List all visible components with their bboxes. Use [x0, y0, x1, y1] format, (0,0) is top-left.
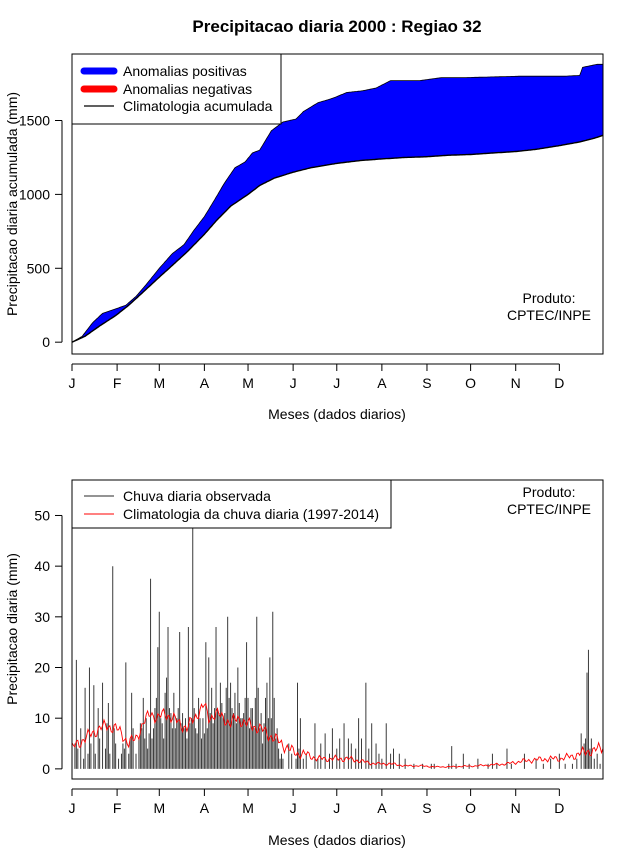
top-x-tick-label: S	[422, 375, 431, 391]
top-y-tick-label: 1000	[19, 186, 50, 202]
bottom-x-tick-label: M	[153, 800, 165, 816]
top-x-tick-label: N	[511, 375, 521, 391]
legend-label-positive: Anomalias positivas	[123, 63, 247, 79]
legend-label-negative: Anomalias negativas	[123, 81, 252, 97]
daily-climatology-line	[71, 702, 604, 768]
top-annotation-line1: Produto:	[523, 290, 576, 306]
bottom-x-tick-label: N	[511, 800, 521, 816]
bottom-x-tick-label: A	[377, 800, 387, 816]
legend-label-daily-climatology: Climatologia da chuva diaria (1997-2014)	[123, 506, 379, 522]
chart-title: Precipitacao diaria 2000 : Regiao 32	[192, 17, 481, 36]
bottom-legend: Chuva diaria observada Climatologia da c…	[71, 479, 392, 529]
top-x-tick-label: O	[465, 375, 476, 391]
legend-label-observed: Chuva diaria observada	[123, 488, 271, 504]
bottom-x-tick-label: A	[200, 800, 210, 816]
bottom-x-tick-label: J	[69, 800, 76, 816]
top-x-tick-label: M	[153, 375, 165, 391]
top-x-tick-label: J	[333, 375, 340, 391]
daily-chart: J F M A M J J A S O N D 0 10 20 30 40 50 Meses (dados di…	[4, 479, 604, 848]
top-legend: Anomalias positivas Anomalias negativas …	[71, 53, 282, 125]
top-y-tick-label: 0	[42, 334, 50, 350]
bottom-y-tick-label: 40	[34, 558, 50, 574]
bottom-x-tick-label: M	[242, 800, 254, 816]
bottom-x-tick-label: D	[554, 800, 564, 816]
top-x-tick-label: M	[242, 375, 254, 391]
bottom-x-axis-label: Meses (dados diarios)	[268, 832, 406, 848]
top-plot-frame	[71, 53, 604, 355]
top-x-tick-label: F	[113, 375, 122, 391]
bottom-annotation-line1: Produto:	[523, 484, 576, 500]
top-annotation-line2: CPTEC/INPE	[507, 307, 591, 323]
bottom-x-tick-label: O	[465, 800, 476, 816]
bottom-x-tick-label: S	[422, 800, 431, 816]
climatology-cumulative-line	[71, 134, 604, 343]
top-y-tick-label: 1500	[19, 113, 50, 129]
top-x-tick-label: J	[69, 375, 76, 391]
legend-label-climatology: Climatologia acumulada	[123, 98, 273, 114]
bottom-y-tick-label: 50	[34, 507, 50, 523]
bottom-y-tick-label: 30	[34, 609, 50, 625]
bottom-y-tick-label: 0	[42, 761, 50, 777]
bottom-y-axis-label: Precipitacao diaria (mm)	[4, 553, 20, 705]
bottom-x-tick-label: F	[113, 800, 122, 816]
top-x-tick-label: J	[290, 375, 297, 391]
bottom-legend-box	[71, 479, 392, 529]
top-x-tick-label: D	[554, 375, 564, 391]
bottom-x-tick-label: J	[333, 800, 340, 816]
daily-plot-area	[71, 525, 604, 769]
top-x-tick-label: A	[200, 375, 210, 391]
cumulative-chart: Precipitacao diaria 2000 : Regiao 32 J F M…	[4, 17, 604, 422]
bottom-y-tick-label: 10	[34, 710, 50, 726]
bottom-x-tick-label: J	[290, 800, 297, 816]
bottom-annotation-line2: CPTEC/INPE	[507, 501, 591, 517]
bottom-y-axis: 0 10 20 30 40 50	[34, 507, 63, 777]
top-y-tick-label: 500	[27, 260, 51, 276]
bottom-y-tick-label: 20	[34, 660, 50, 676]
top-y-axis-label: Precipitacao diaria acumulada (mm)	[4, 92, 20, 316]
top-y-axis: 0 500 1000 1500	[19, 113, 63, 350]
top-x-tick-label: A	[377, 375, 387, 391]
top-x-axis-label: Meses (dados diarios)	[268, 406, 406, 422]
